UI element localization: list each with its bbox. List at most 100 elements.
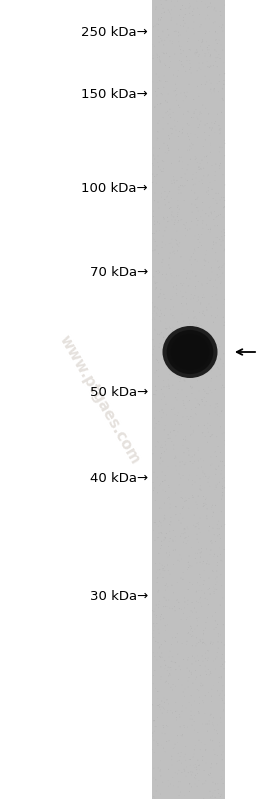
Point xyxy=(160,475,165,488)
Point xyxy=(193,655,198,668)
Point xyxy=(200,34,205,46)
Point xyxy=(205,555,210,567)
Point xyxy=(163,619,167,632)
Point xyxy=(194,269,198,282)
Point xyxy=(161,388,165,400)
Point xyxy=(167,535,172,548)
Point xyxy=(204,543,209,555)
Point xyxy=(193,46,197,59)
Point xyxy=(160,403,164,416)
Point xyxy=(177,181,181,193)
Point xyxy=(156,623,160,636)
Point xyxy=(153,244,157,256)
Point xyxy=(164,527,169,540)
Point xyxy=(164,594,169,606)
Point xyxy=(186,681,190,694)
Point xyxy=(173,89,178,102)
Point xyxy=(208,222,213,235)
Point xyxy=(196,293,201,306)
Point xyxy=(209,501,214,514)
Point xyxy=(154,611,159,624)
Point xyxy=(220,489,225,502)
Point xyxy=(208,431,213,443)
Point xyxy=(162,634,167,646)
Point xyxy=(171,544,176,557)
Point xyxy=(219,505,223,518)
Point xyxy=(189,605,193,618)
Point xyxy=(202,162,206,175)
Point xyxy=(197,398,202,411)
Point xyxy=(215,77,220,89)
Point xyxy=(182,789,187,799)
Point xyxy=(199,452,203,465)
Point xyxy=(217,145,221,158)
Point xyxy=(204,244,209,256)
Point xyxy=(199,460,204,473)
Point xyxy=(206,336,211,349)
Point xyxy=(167,662,172,674)
Point xyxy=(177,187,181,200)
Point xyxy=(174,89,179,101)
Point xyxy=(204,150,209,163)
Point xyxy=(166,698,171,710)
Point xyxy=(218,716,223,729)
Point xyxy=(217,260,222,273)
Point xyxy=(162,654,167,667)
Point xyxy=(188,348,192,360)
Point xyxy=(198,483,202,496)
Point xyxy=(191,9,196,22)
Point xyxy=(178,372,183,385)
Point xyxy=(158,328,162,340)
Point xyxy=(193,547,198,560)
Point xyxy=(210,242,214,255)
Point xyxy=(176,26,181,38)
Point xyxy=(202,586,207,599)
Point xyxy=(188,623,193,636)
Point xyxy=(214,157,218,170)
Point xyxy=(151,476,155,489)
Point xyxy=(161,612,165,625)
Point xyxy=(180,766,184,779)
Point xyxy=(214,565,219,578)
Point xyxy=(189,250,194,263)
Point xyxy=(161,211,166,224)
Point xyxy=(207,471,211,483)
Text: 250 kDa→: 250 kDa→ xyxy=(81,26,148,38)
Point xyxy=(173,766,178,779)
Point xyxy=(152,323,157,336)
Point xyxy=(159,608,164,621)
Point xyxy=(215,559,220,572)
Point xyxy=(150,699,155,712)
Point xyxy=(161,562,165,575)
Point xyxy=(161,374,166,387)
Point xyxy=(190,639,195,652)
Point xyxy=(209,117,214,129)
Point xyxy=(183,2,188,15)
Point xyxy=(185,635,189,648)
Point xyxy=(177,596,181,609)
Point xyxy=(159,527,163,539)
Point xyxy=(200,637,205,650)
Point xyxy=(172,48,177,61)
Point xyxy=(207,12,212,25)
Point xyxy=(206,472,210,485)
Point xyxy=(222,381,226,394)
Point xyxy=(161,253,165,266)
Point xyxy=(158,32,163,45)
Point xyxy=(180,171,184,184)
Point xyxy=(221,234,225,247)
Point xyxy=(200,292,205,304)
Point xyxy=(167,525,172,538)
Point xyxy=(195,753,200,766)
Point xyxy=(168,426,173,439)
Point xyxy=(165,75,169,88)
Point xyxy=(181,535,186,548)
Point xyxy=(170,209,174,222)
Point xyxy=(175,70,179,82)
Point xyxy=(207,297,211,310)
Point xyxy=(183,765,187,778)
Point xyxy=(187,43,192,56)
Point xyxy=(211,550,216,562)
Point xyxy=(173,680,178,693)
Point xyxy=(163,513,167,526)
